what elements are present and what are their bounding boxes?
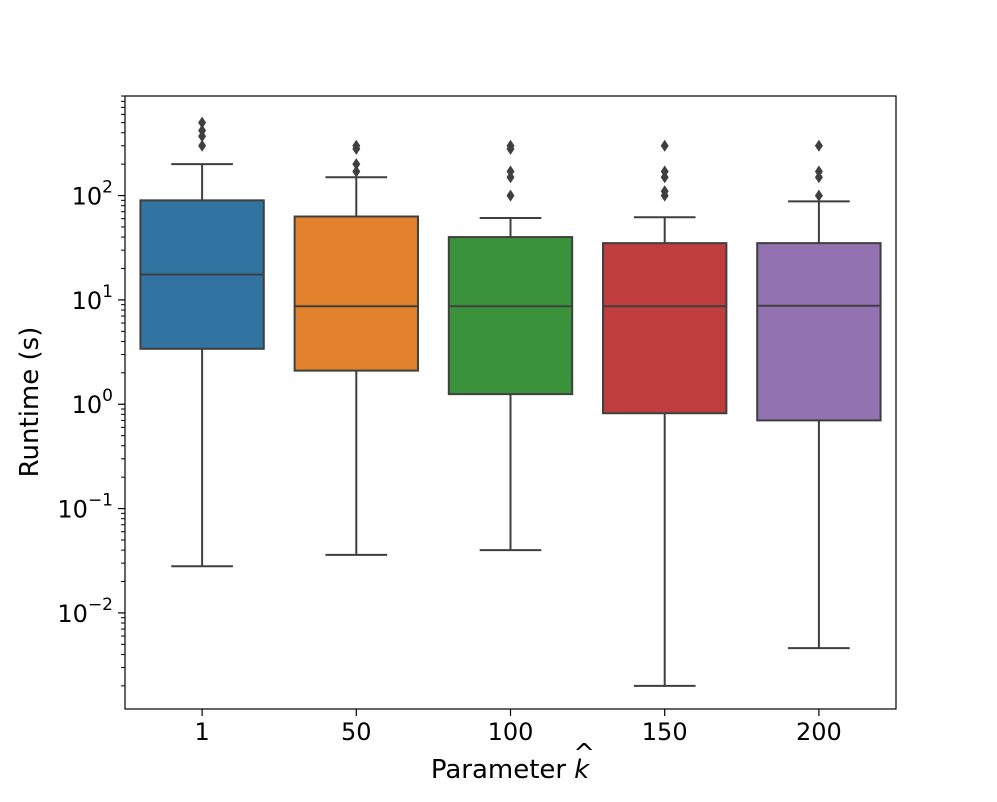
x-axis-label-prefix: Parameter [431, 755, 567, 785]
outlier-point [198, 139, 207, 152]
plot-frame [124, 95, 897, 710]
x-axis-label-symbol: k [574, 755, 590, 785]
outlier-point [660, 165, 669, 178]
outlier-point [660, 139, 669, 152]
outlier-point [506, 139, 515, 152]
y-tick-label: 100 [72, 386, 113, 419]
outlier-point [506, 165, 515, 178]
y-tick-label: 10−2 [57, 595, 113, 628]
boxes-layer [139, 116, 882, 687]
box-group-50 [293, 139, 419, 556]
box-iqr [447, 236, 574, 396]
x-axis-label: Parameter k [431, 755, 590, 785]
box-group-150 [602, 139, 728, 687]
outlier-point [198, 116, 207, 129]
box-group-100 [447, 139, 574, 552]
y-tick-label: 10−1 [57, 491, 113, 524]
outlier-point [814, 165, 823, 178]
outlier-point [814, 139, 823, 152]
box-group-1 [139, 116, 265, 568]
x-tick-label: 1 [194, 718, 209, 746]
outlier-point [660, 185, 669, 198]
x-tick-label: 150 [642, 718, 688, 746]
x-axis-label-accent: ^ [573, 739, 595, 769]
x-tick-label: 100 [488, 718, 534, 746]
outlier-point [506, 189, 515, 202]
box-iqr [293, 215, 419, 372]
outlier-point [352, 165, 361, 178]
y-tick-label: 101 [72, 282, 113, 315]
x-tick-label: 200 [796, 718, 842, 746]
outlier-point [352, 158, 361, 171]
outlier-point [198, 124, 207, 137]
outlier-point [352, 139, 361, 152]
box-group-200 [756, 139, 882, 650]
y-tick-label: 102 [72, 178, 113, 211]
x-tick-label: 50 [341, 718, 372, 746]
y-axis-ticks: 10−2 10−1 100 101 102 [57, 95, 125, 687]
outlier-point [814, 189, 823, 202]
y-axis-label: Runtime (s) [15, 327, 45, 478]
box-iqr [756, 242, 882, 422]
box-iqr [602, 242, 728, 415]
x-axis-ticks: 1 50 100 150 200 [194, 709, 842, 746]
